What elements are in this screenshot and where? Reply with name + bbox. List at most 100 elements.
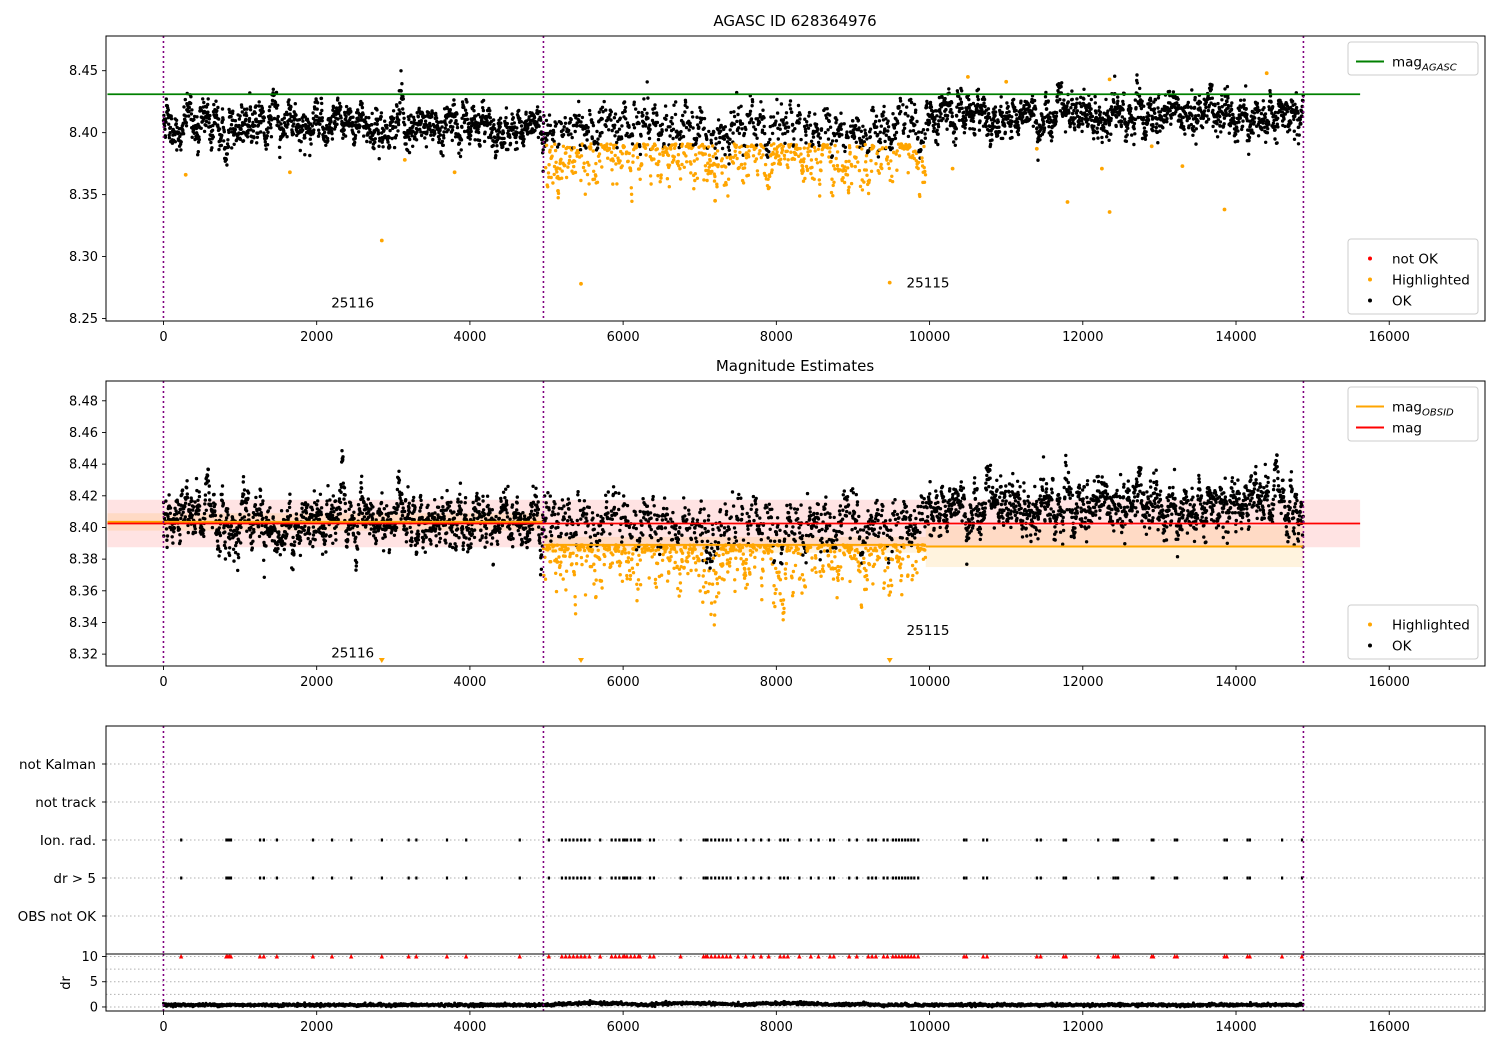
agasc-ok-point	[270, 102, 274, 106]
agasc-highlighted-point	[767, 185, 771, 190]
agasc-ok-point	[1247, 138, 1251, 143]
estimates-ok-point	[207, 491, 211, 495]
agasc-ok-point	[1074, 105, 1078, 109]
agasc-highlighted-point	[631, 160, 635, 164]
agasc-ok-point	[206, 97, 210, 101]
agasc-ok-point	[1220, 98, 1224, 102]
agasc-ok-point	[208, 113, 212, 118]
agasc-ok-point	[674, 100, 678, 104]
agasc-ok-point	[268, 122, 273, 127]
agasc-ok-point	[515, 126, 519, 130]
agasc-ok-point	[1158, 129, 1162, 133]
agasc-ok-point	[244, 111, 248, 115]
agasc-ok-point	[1107, 138, 1111, 142]
agasc-highlighted-point	[827, 155, 831, 159]
agasc-ok-point	[267, 108, 271, 113]
agasc-ok-point	[540, 137, 545, 141]
agasc-ok-point	[1069, 106, 1073, 110]
estimates-ok-point	[203, 502, 207, 506]
agasc-highlighted-point	[546, 185, 550, 189]
agasc-ok-point	[893, 136, 898, 141]
agasc-ok-point	[1181, 115, 1186, 120]
agasc-ok-point	[977, 128, 982, 132]
agasc-outlier-point	[1180, 164, 1185, 169]
agasc-ok-point	[508, 141, 513, 146]
agasc-highlighted-point	[746, 173, 751, 177]
agasc-ok-point	[650, 118, 655, 123]
agasc-xtick-label: 0	[159, 330, 167, 345]
estimates-ok-point	[359, 486, 364, 490]
agasc-highlighted-point	[814, 157, 818, 162]
agasc-ok-point	[206, 110, 210, 114]
estimates-ok-point	[371, 505, 375, 509]
agasc-highlighted-point	[609, 150, 614, 154]
agasc-highlighted-point	[860, 147, 864, 151]
agasc-ok-point	[297, 118, 302, 122]
agasc-ok-point	[1228, 124, 1233, 128]
agasc-highlighted-point	[667, 163, 672, 167]
agasc-ok-point	[878, 137, 882, 141]
agasc-ok-point	[940, 95, 944, 100]
estimates-ok-point	[179, 516, 183, 521]
agasc-highlighted-point	[658, 152, 662, 156]
agasc-ok-point	[460, 100, 465, 104]
agasc-ok-point	[1151, 128, 1155, 133]
estimates-ok-point	[259, 513, 264, 518]
agasc-ok-point	[1290, 99, 1295, 104]
agasc-ok-point	[976, 97, 980, 102]
estimates-ok-point	[276, 547, 280, 551]
estimates-ok-point	[165, 538, 169, 542]
agasc-highlighted-point	[844, 159, 848, 164]
agasc-ok-point	[832, 133, 837, 138]
agasc-highlighted-point	[864, 154, 869, 158]
agasc-highlighted-point	[548, 148, 552, 152]
agasc-highlighted-point	[645, 143, 650, 147]
agasc-ok-point	[1247, 152, 1251, 156]
agasc-highlighted-point	[802, 157, 806, 161]
agasc-highlighted-point	[885, 158, 889, 162]
agasc-ok-point	[337, 101, 342, 106]
estimates-ok-point	[197, 508, 201, 512]
agasc-ok-point	[319, 96, 324, 101]
agasc-ok-point	[1218, 120, 1223, 124]
agasc-ok-point	[935, 128, 939, 132]
agasc-highlighted-point	[726, 194, 730, 198]
agasc-ok-point	[394, 125, 398, 129]
agasc-ok-point	[671, 127, 676, 131]
estimates-ok-point	[202, 534, 206, 539]
agasc-obsid-label: 25115	[907, 276, 950, 292]
agasc-ok-point	[1095, 130, 1100, 134]
agasc-ok-point	[178, 134, 182, 139]
agasc-ok-point	[762, 116, 766, 120]
agasc-highlighted-point	[567, 161, 571, 165]
agasc-ok-point	[1116, 95, 1120, 99]
agasc-ok-point	[709, 138, 713, 142]
agasc-ok-point	[1062, 98, 1066, 102]
estimates-ok-point	[231, 547, 236, 551]
agasc-ok-point	[908, 129, 912, 133]
agasc-ok-point	[244, 117, 248, 122]
agasc-ok-point	[867, 149, 871, 153]
estimates-ok-point	[353, 540, 357, 544]
agasc-highlighted-point	[804, 164, 809, 169]
agasc-ok-point	[367, 116, 371, 120]
agasc-ok-point	[401, 94, 405, 99]
agasc-ok-point	[1014, 108, 1018, 113]
agasc-ok-point	[302, 133, 307, 137]
agasc-ok-point	[1266, 127, 1270, 131]
agasc-highlighted-point	[840, 178, 844, 183]
agasc-ok-point	[217, 147, 221, 152]
agasc-highlighted-point	[606, 156, 610, 160]
agasc-ok-point	[635, 115, 639, 119]
agasc-highlighted-point	[770, 168, 774, 172]
agasc-ok-point	[360, 105, 365, 110]
agasc-highlighted-point	[764, 174, 768, 178]
agasc-ok-point	[1130, 133, 1134, 137]
agasc-ok-point	[630, 133, 635, 138]
agasc-highlighted-point	[766, 177, 770, 181]
agasc-ok-point	[515, 131, 519, 135]
estimates-ok-point	[319, 506, 324, 510]
agasc-ok-point	[1196, 119, 1200, 124]
agasc-ok-point	[1082, 97, 1086, 101]
agasc-ok-point	[882, 104, 886, 109]
